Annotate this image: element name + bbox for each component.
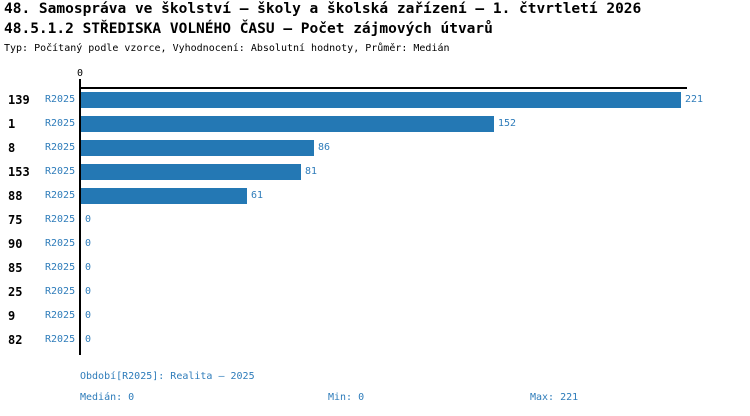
value-label: 61 [251,190,264,201]
value-label: 0 [85,310,92,321]
x-axis-tick-label: 0 [76,68,84,79]
chart-row: 8 R2025 86 [0,136,750,160]
value-label: 81 [305,166,318,177]
period-link[interactable]: R2025 [45,166,76,177]
chart-row: 139 R2025 221 [0,88,750,112]
period-link[interactable]: R2025 [45,142,76,153]
bar [81,140,314,156]
chart-row: 75 R2025 0 [0,208,750,232]
category-label: 85 [8,261,23,275]
chart-row: 9 R2025 0 [0,304,750,328]
value-label: 0 [85,286,92,297]
value-label: 0 [85,214,92,225]
x-axis-tick-mark [79,79,81,88]
category-label: 9 [8,309,16,323]
category-label: 25 [8,285,23,299]
value-label: 0 [85,238,92,249]
value-label: 0 [85,334,92,345]
chart-row: 90 R2025 0 [0,232,750,256]
report-title-line2: 48.5.1.2 STŘEDISKA VOLNÉHO ČASU – Počet … [4,21,493,37]
period-link[interactable]: R2025 [45,262,76,273]
category-label: 153 [8,165,30,179]
period-link[interactable]: R2025 [45,286,76,297]
period-link[interactable]: R2025 [45,334,76,345]
period-info: Období[R2025]: Realita – 2025 [80,371,255,382]
category-label: 82 [8,333,23,347]
chart-row: 88 R2025 61 [0,184,750,208]
period-link[interactable]: R2025 [45,310,76,321]
value-label: 0 [85,262,92,273]
category-label: 75 [8,213,23,227]
value-label: 221 [685,94,704,105]
value-label: 86 [318,142,331,153]
period-link[interactable]: R2025 [45,118,76,129]
chart-row: 25 R2025 0 [0,280,750,304]
chart-row: 153 R2025 81 [0,160,750,184]
period-link[interactable]: R2025 [45,190,76,201]
chart-row: 85 R2025 0 [0,256,750,280]
bar [81,92,681,108]
max-stat: Max: 221 [530,392,579,403]
x-axis-line [80,87,687,89]
bar [81,164,301,180]
value-label: 152 [498,118,517,129]
y-axis-line [79,87,81,355]
period-link[interactable]: R2025 [45,94,76,105]
chart-row: 82 R2025 0 [0,328,750,352]
bar [81,188,247,204]
period-link[interactable]: R2025 [45,214,76,225]
report-title-line1: 48. Samospráva ve školství – školy a ško… [4,1,642,17]
category-label: 139 [8,93,30,107]
period-link[interactable]: R2025 [45,238,76,249]
chart-row: 1 R2025 152 [0,112,750,136]
category-label: 90 [8,237,23,251]
bar [81,116,494,132]
median-stat: Medián: 0 [80,392,135,403]
min-stat: Min: 0 [328,392,365,403]
category-label: 1 [8,117,16,131]
report-meta-line: Typ: Počítaný podle vzorce, Vyhodnocení:… [4,43,450,54]
category-label: 8 [8,141,16,155]
category-label: 88 [8,189,23,203]
